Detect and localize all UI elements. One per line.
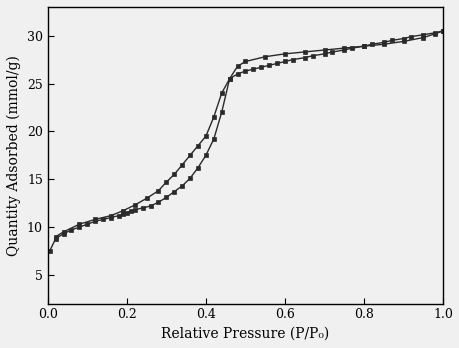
X-axis label: Relative Pressure (P/P₀): Relative Pressure (P/P₀) (161, 327, 329, 341)
Y-axis label: Quantity Adsorbed (mmol/g): Quantity Adsorbed (mmol/g) (7, 55, 21, 256)
